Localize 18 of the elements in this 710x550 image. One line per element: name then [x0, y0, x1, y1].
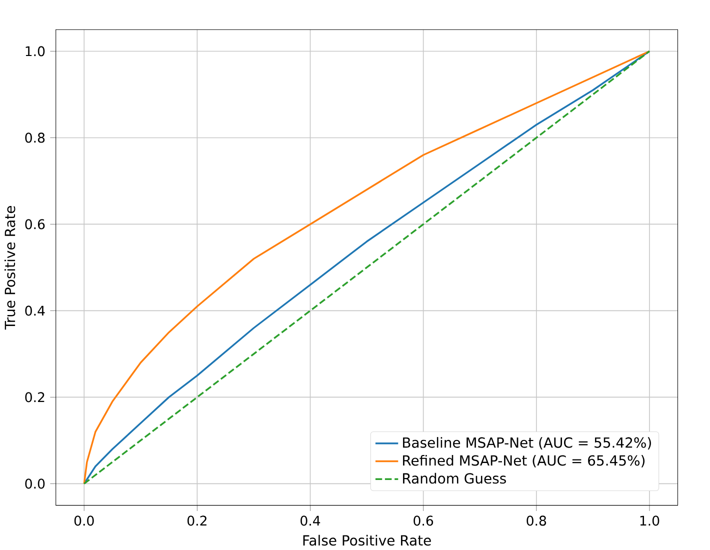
y-axis-title: True Positive Rate — [4, 206, 16, 330]
legend-label: Baseline MSAP-Net (AUC = 55.42%) — [403, 437, 651, 450]
y-tick-label: 0.0 — [25, 478, 45, 489]
y-tick-label: 0.6 — [25, 219, 45, 230]
legend-label: Random Guess — [403, 472, 506, 484]
y-tick-label: 1.0 — [26, 46, 45, 56]
x-axis-title: False Positive Rate — [303, 534, 431, 546]
line-series — [83, 50, 650, 485]
legend-label: Refined MSAP-Net (AUC = 65.45%) — [403, 454, 645, 468]
x-tick-label: 0.4 — [300, 516, 320, 526]
x-tick-label: 0.8 — [526, 516, 546, 526]
x-tick-label: 0.6 — [414, 516, 434, 526]
x-tick-label: 0.2 — [188, 516, 206, 526]
y-tick-label: 0.8 — [25, 132, 45, 143]
x-tick-label: 0.0 — [74, 516, 94, 526]
y-tick-label: 0.4 — [25, 306, 45, 316]
x-tick-label: 1.0 — [640, 516, 660, 526]
y-tick-label: 0.2 — [25, 392, 44, 402]
